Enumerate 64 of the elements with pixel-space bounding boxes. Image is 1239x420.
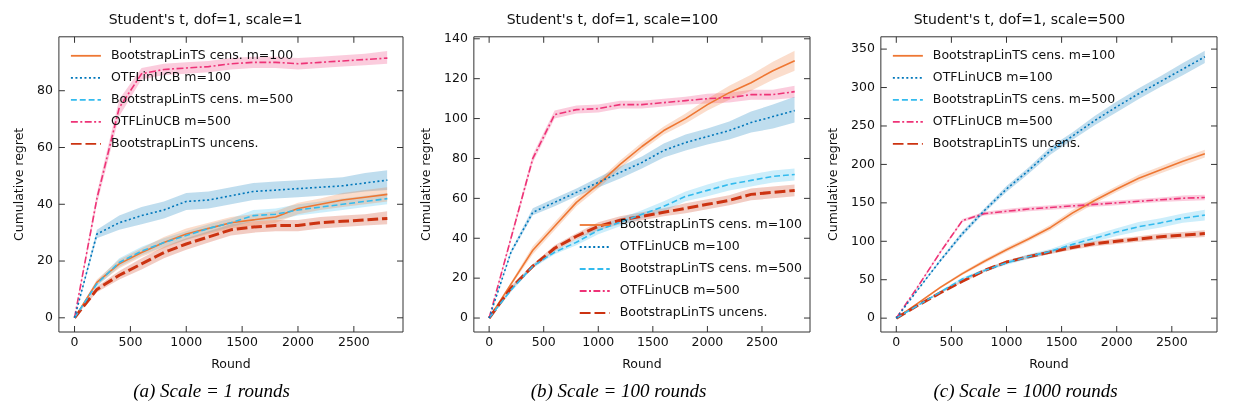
x-axis-title: Round bbox=[211, 355, 251, 371]
text: (c) Scale = 1000 rounds bbox=[933, 380, 1118, 402]
legend-label: BootstrapLinTS cens. m=100 bbox=[110, 47, 294, 63]
legend-label: OTFLinUCB m=500 bbox=[619, 282, 740, 298]
y-tick-label: 300 bbox=[851, 78, 875, 94]
y-tick-label: 50 bbox=[858, 270, 875, 286]
y-tick-label: 100 bbox=[444, 109, 468, 125]
y-tick-label: 150 bbox=[851, 194, 875, 210]
y-tick-label: 250 bbox=[851, 117, 875, 133]
y-axis-title: Cumulative regret bbox=[10, 127, 26, 242]
x-tick-label: 2500 bbox=[746, 333, 778, 349]
text: (a) Scale = 1 rounds bbox=[133, 380, 290, 402]
x-tick-label: 1500 bbox=[226, 333, 259, 349]
y-tick-label: 0 bbox=[44, 309, 53, 325]
x-tick-label: 2500 bbox=[337, 333, 370, 349]
y-tick-label: 120 bbox=[444, 69, 468, 85]
legend-label: BootstrapLinTS cens. m=500 bbox=[619, 260, 803, 276]
chart-title: Student's t, dof=1, scale=1 bbox=[108, 11, 303, 28]
x-tick-label: 1500 bbox=[1045, 333, 1078, 349]
x-tick-label: 2000 bbox=[691, 333, 724, 349]
y-tick-label: 20 bbox=[37, 252, 53, 268]
y-axis-title: Cumulative regret bbox=[417, 127, 433, 242]
x-tick-label: 2500 bbox=[1155, 333, 1188, 349]
y-tick-label: 100 bbox=[851, 232, 875, 248]
x-tick-label: 0 bbox=[485, 333, 494, 349]
y-tick-label: 80 bbox=[451, 149, 468, 165]
y-tick-label: 0 bbox=[866, 309, 875, 325]
legend-label: OTFLinUCB m=500 bbox=[932, 113, 1053, 129]
x-tick-label: 1500 bbox=[636, 333, 669, 349]
x-tick-label: 0 bbox=[892, 333, 901, 349]
legend-label: OTFLinUCB m=100 bbox=[619, 238, 740, 254]
x-tick-label: 1000 bbox=[170, 333, 203, 349]
chart-title: Student's t, dof=1, scale=100 bbox=[506, 11, 719, 28]
x-tick-label: 500 bbox=[939, 333, 964, 349]
x-tick-label: 2000 bbox=[282, 333, 314, 349]
legend-label: BootstrapLinTS uncens. bbox=[110, 135, 259, 151]
y-tick-label: 40 bbox=[37, 195, 53, 211]
y-tick-label: 60 bbox=[451, 189, 468, 205]
legend-label: BootstrapLinTS cens. m=100 bbox=[932, 47, 1116, 63]
legend-label: BootstrapLinTS cens. m=100 bbox=[619, 216, 803, 232]
y-tick-label: 60 bbox=[37, 138, 53, 154]
chart-title: Student's t, dof=1, scale=500 bbox=[913, 11, 1126, 28]
legend-label: OTFLinUCB m=100 bbox=[110, 69, 231, 85]
y-tick-label: 350 bbox=[851, 40, 875, 56]
y-tick-label: 40 bbox=[451, 229, 468, 245]
x-tick-label: 1000 bbox=[990, 333, 1023, 349]
legend-label: BootstrapLinTS cens. m=500 bbox=[932, 91, 1116, 107]
y-tick-label: 200 bbox=[851, 155, 875, 171]
x-tick-label: 500 bbox=[118, 333, 143, 349]
x-tick-label: 1000 bbox=[582, 333, 615, 349]
y-axis-title: Cumulative regret bbox=[824, 127, 840, 242]
x-tick-label: 500 bbox=[531, 333, 556, 349]
y-tick-label: 0 bbox=[459, 309, 468, 325]
legend-label: OTFLinUCB m=100 bbox=[932, 69, 1053, 85]
y-tick-label: 20 bbox=[451, 269, 468, 285]
y-tick-label: 80 bbox=[37, 81, 53, 97]
text: (b) Scale = 100 rounds bbox=[530, 380, 707, 402]
x-tick-label: 2000 bbox=[1100, 333, 1133, 349]
y-tick-label: 140 bbox=[444, 30, 468, 46]
x-tick-label: 0 bbox=[70, 333, 79, 349]
x-axis-title: Round bbox=[1029, 355, 1069, 371]
legend-label: BootstrapLinTS uncens. bbox=[619, 304, 768, 320]
legend-label: OTFLinUCB m=500 bbox=[110, 113, 231, 129]
x-axis-title: Round bbox=[622, 355, 662, 371]
